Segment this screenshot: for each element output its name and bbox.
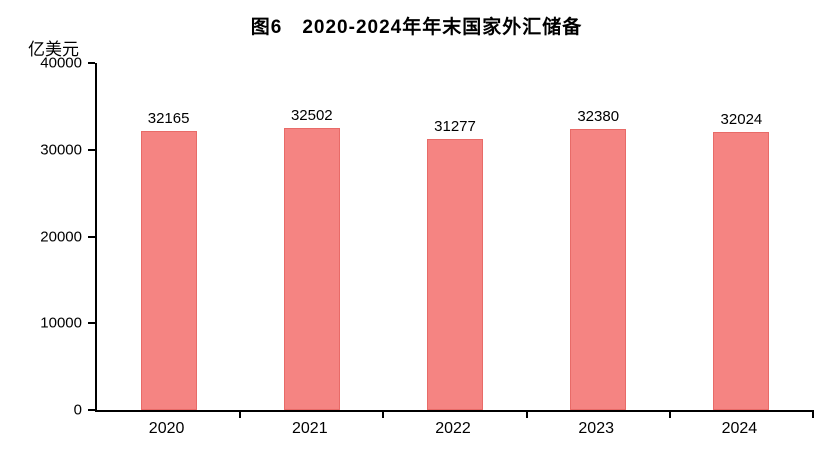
bar-2022 — [427, 138, 483, 410]
x-axis-tick-labels: 2020 2021 2022 2023 2024 — [95, 420, 811, 438]
bar-group-2020: 32165 — [97, 63, 240, 410]
bar-group-2024: 32024 — [670, 63, 813, 410]
bar-value-label: 32165 — [147, 109, 190, 127]
y-tick-label: 30000 — [40, 141, 82, 159]
bar-value-label: 32024 — [720, 111, 763, 129]
x-tick-mark — [525, 410, 528, 418]
y-axis-unit-label: 亿美元 — [28, 40, 79, 59]
bar-value-label: 31277 — [434, 117, 476, 135]
y-tick-label: 40000 — [40, 54, 82, 72]
bar-2024 — [713, 132, 770, 410]
x-tick-mark — [382, 410, 385, 418]
y-tick-mark — [88, 409, 95, 411]
bar-group-2023: 32380 — [527, 63, 670, 410]
x-tick-mark — [812, 410, 814, 418]
y-tick-mark — [88, 148, 95, 151]
plot-area: 32165 32502 31277 32380 32024 — [88, 62, 814, 418]
bars-container: 32165 32502 31277 32380 32024 — [97, 63, 813, 410]
bar-2021 — [283, 128, 340, 410]
x-tick-label-2023: 2023 — [578, 420, 614, 437]
chart-title: 图6 2020-2024年年末国家外汇储备 — [250, 17, 583, 38]
bar-group-2022: 31277 — [383, 63, 526, 410]
x-tick-mark — [668, 410, 671, 418]
bar-value-label: 32380 — [577, 108, 620, 126]
y-tick-mark — [88, 62, 95, 64]
x-tick-label-2020: 2020 — [148, 420, 185, 437]
y-tick-label: 0 — [73, 401, 82, 419]
x-tick-label-2024: 2024 — [721, 420, 758, 437]
y-tick-mark — [88, 322, 95, 325]
bar-value-label: 32502 — [290, 107, 333, 125]
x-tick-mark — [239, 410, 242, 418]
y-tick-mark — [88, 235, 95, 238]
x-tick-label-2022: 2022 — [435, 420, 471, 437]
y-axis-tick-labels: 0 10000 20000 30000 40000 — [0, 56, 88, 418]
bar-2023 — [570, 129, 627, 410]
y-tick-label: 10000 — [40, 314, 82, 332]
bar-group-2021: 32502 — [240, 63, 383, 410]
x-tick-label-2021: 2021 — [292, 420, 328, 437]
y-tick-label: 20000 — [40, 228, 82, 245]
bar-2020 — [140, 130, 197, 410]
